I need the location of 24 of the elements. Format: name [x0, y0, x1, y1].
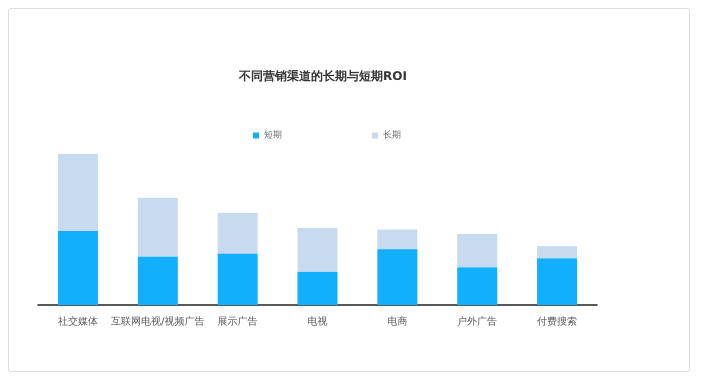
bar — [457, 267, 498, 305]
legend-label: 长期 — [383, 130, 401, 140]
legend-label: 短期 — [264, 130, 282, 140]
bar — [58, 231, 98, 305]
bar — [218, 212, 258, 254]
x-tick-label: 电视 — [308, 316, 328, 328]
bar — [298, 272, 338, 305]
bar — [58, 154, 98, 232]
x-tick-label: 社交媒体 — [58, 316, 98, 328]
chart-title: 不同营销渠道的长期与短期ROI — [238, 69, 407, 83]
x-tick-label: 电商 — [387, 316, 408, 328]
bar — [138, 256, 178, 305]
x-tick-label: 互联网电视/视频广告 — [111, 316, 204, 328]
bar — [537, 258, 578, 305]
x-tick-label: 户外广告 — [457, 316, 498, 328]
x-tick-label: 付费搜索 — [537, 316, 578, 328]
bar — [218, 254, 258, 305]
bar — [537, 246, 578, 258]
bar — [457, 234, 498, 268]
x-tick-label: 展示广告 — [218, 316, 258, 328]
bar — [377, 249, 418, 305]
bar — [138, 198, 178, 257]
bar — [298, 228, 338, 272]
bar — [377, 230, 418, 250]
